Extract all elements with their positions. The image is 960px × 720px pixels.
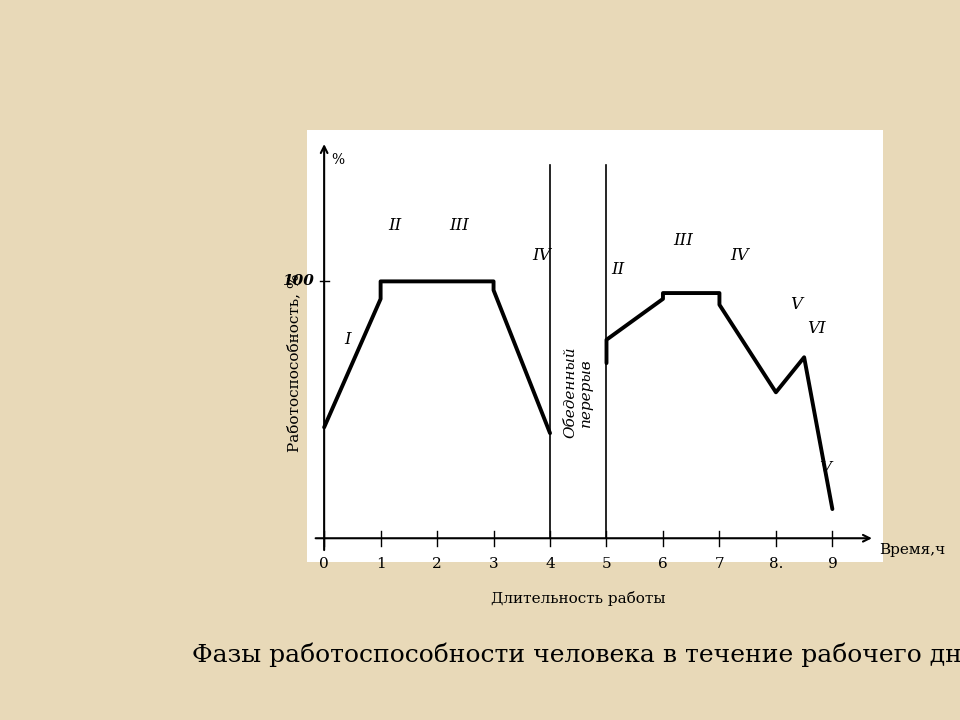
Text: IV: IV xyxy=(532,247,551,264)
Text: Длительность работы: Длительность работы xyxy=(491,591,665,606)
Text: Фазы работоспособности человека в течение рабочего дня: Фазы работоспособности человека в течени… xyxy=(192,643,960,667)
Text: III: III xyxy=(449,217,469,235)
Text: Обеденный
перерыв: Обеденный перерыв xyxy=(564,346,593,438)
Text: 100: 100 xyxy=(282,274,314,289)
Text: I: I xyxy=(345,331,351,348)
Text: VI: VI xyxy=(807,320,826,336)
Text: 4: 4 xyxy=(545,557,555,571)
Text: %: % xyxy=(331,153,344,167)
Text: 0: 0 xyxy=(320,557,329,571)
Text: II: II xyxy=(388,217,401,235)
Text: Работоспособность, %: Работоспособность, % xyxy=(288,274,301,452)
Text: 9: 9 xyxy=(828,557,837,571)
Text: 5: 5 xyxy=(602,557,612,571)
Text: III: III xyxy=(673,232,693,249)
Text: II: II xyxy=(612,261,624,278)
Text: 8.: 8. xyxy=(769,557,783,571)
Text: 1: 1 xyxy=(375,557,386,571)
Text: 3: 3 xyxy=(489,557,498,571)
Text: V: V xyxy=(820,459,831,477)
Text: 2: 2 xyxy=(432,557,442,571)
Text: 7: 7 xyxy=(714,557,724,571)
Text: V: V xyxy=(790,296,802,313)
Text: IV: IV xyxy=(730,247,749,264)
Text: 6: 6 xyxy=(659,557,668,571)
Text: Время,ч: Время,ч xyxy=(878,543,945,557)
